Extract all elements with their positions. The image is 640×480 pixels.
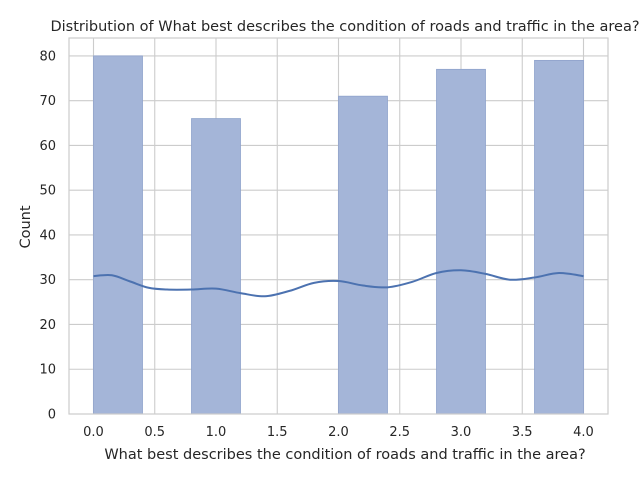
histogram-bar xyxy=(93,55,143,415)
y-tick-label: 60 xyxy=(39,139,56,154)
y-tick-label: 0 xyxy=(48,408,56,423)
histogram-bar xyxy=(436,68,486,415)
histogram-bar xyxy=(338,95,388,415)
y-tick-label: 40 xyxy=(39,228,56,243)
axes-border xyxy=(68,37,609,415)
histogram-bars xyxy=(93,55,584,415)
x-tick-label: 3.0 xyxy=(451,425,472,440)
histogram-bar xyxy=(534,59,584,415)
x-tick-label: 1.0 xyxy=(206,425,227,440)
y-tick-labels: 0 10 20 30 40 50 60 70 80 xyxy=(39,49,56,422)
x-tick-labels: 0.0 0.5 1.0 1.5 2.0 2.5 3.0 3.5 4.0 xyxy=(83,425,594,440)
kde-curve-group xyxy=(93,269,584,298)
x-tick-label: 0.5 xyxy=(144,425,165,440)
y-tick-label: 20 xyxy=(39,318,56,333)
x-tick-label: 2.0 xyxy=(328,425,349,440)
x-tick-label: 4.0 xyxy=(573,425,594,440)
y-tick-label: 10 xyxy=(39,363,56,378)
x-tick-label: 3.5 xyxy=(512,425,533,440)
chart-title: Distribution of What best describes the … xyxy=(50,19,639,35)
x-axis-label: What best describes the condition of roa… xyxy=(104,447,585,463)
kde-curve xyxy=(93,269,584,298)
x-tick-label: 0.0 xyxy=(83,425,104,440)
y-tick-label: 70 xyxy=(39,94,56,109)
x-tick-label: 1.5 xyxy=(267,425,288,440)
y-tick-label: 80 xyxy=(39,49,56,64)
y-tick-label: 50 xyxy=(39,184,56,199)
y-tick-label: 30 xyxy=(39,273,56,288)
histogram-bar xyxy=(191,118,241,415)
y-axis-label: Count xyxy=(18,205,34,248)
axes-frame xyxy=(68,37,609,415)
x-tick-label: 2.5 xyxy=(389,425,410,440)
